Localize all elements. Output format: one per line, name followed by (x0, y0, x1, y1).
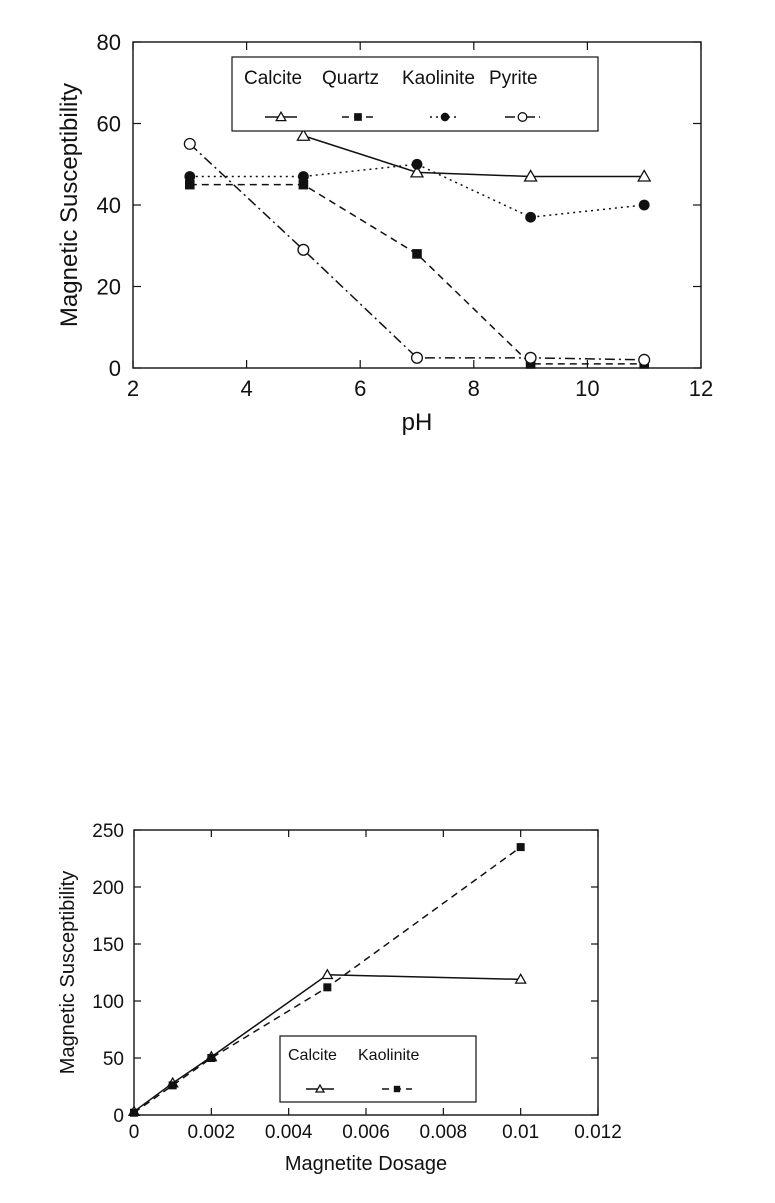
kaolinite-point (184, 171, 196, 182)
x-tick-label: 2 (127, 376, 139, 401)
series-pyrite (183, 137, 651, 366)
x-tick-label: 10 (575, 376, 599, 401)
x-tick-label: 0.008 (420, 1122, 468, 1143)
x-tick-label: 0.004 (265, 1122, 313, 1143)
x-tick-label: 0.006 (342, 1122, 390, 1143)
kaolinite-point (130, 1108, 138, 1117)
quartz-point (412, 249, 422, 259)
calcite-line (303, 135, 645, 178)
y-tick-label: 60 (97, 111, 121, 136)
x-tick-label: 0 (129, 1122, 140, 1143)
legend-marker-calcite (314, 1083, 326, 1093)
pyrite-point (297, 243, 310, 256)
x-tick-label: 12 (689, 376, 713, 401)
legend-label-kaolinite: Kaolinite (358, 1047, 419, 1064)
legend-label-calcite: Calcite (244, 68, 302, 89)
x-axis-label: Magnetite Dosage (285, 1153, 447, 1175)
legend-box (279, 1035, 477, 1103)
legend-marker-quartz (354, 113, 362, 121)
kaolinite-line (189, 163, 645, 218)
series-calcite (296, 128, 652, 182)
y-tick-label: 20 (97, 274, 121, 299)
y-axis-label: Magnetic Susceptibility (56, 83, 83, 327)
legend: Calcite Kaolinite (279, 1035, 477, 1103)
quartz-point (525, 359, 536, 369)
y-axis-label: Magnetic Susceptibility (57, 871, 79, 1074)
legend-label-pyrite: Pyrite (489, 68, 538, 89)
x-tick-label: 0.012 (574, 1122, 622, 1143)
quartz-line (189, 183, 645, 365)
x-tick-label: 4 (240, 376, 252, 401)
quartz-point (185, 179, 195, 190)
kaolinite-point (638, 199, 650, 211)
y-tick-label: 0 (113, 1106, 124, 1127)
calcite-point (296, 128, 311, 141)
chart-1: 2 4 6 8 10 12 0 20 40 60 80 pH Magnetic Susceptibili… (56, 30, 713, 436)
calcite-point (523, 169, 538, 182)
y-tick-label: 250 (92, 821, 124, 842)
pyrite-point (410, 351, 424, 364)
y-tick-label: 200 (92, 878, 124, 899)
kaolinite-point (411, 158, 423, 170)
kaolinite-point (168, 1081, 177, 1090)
y-tick-label: 80 (97, 30, 121, 55)
x-tick-label: 0.01 (502, 1122, 539, 1143)
kaolinite-point (323, 983, 332, 992)
calcite-point (321, 968, 334, 980)
y-tick-label: 50 (103, 1049, 124, 1070)
kaolinite-point (207, 1054, 216, 1062)
pyrite-point (638, 353, 651, 366)
calcite-point (637, 169, 652, 182)
kaolinite-point (298, 171, 309, 182)
calcite-point (514, 973, 527, 984)
series-kaolinite (130, 843, 525, 1117)
legend-label-calcite: Calcite (288, 1047, 337, 1064)
series-quartz (185, 179, 649, 369)
legend-label-kaolinite: Kaolinite (402, 68, 475, 89)
chart-2: 0 0.002 0.004 0.006 0.008 0.01 0.012 0 50 100 150 2… (57, 821, 622, 1175)
y-tick-label: 40 (97, 193, 121, 218)
legend-label-quartz: Quartz (322, 68, 379, 89)
pyrite-point (524, 351, 537, 364)
legend-box (231, 56, 599, 132)
x-tick-label: 0.002 (188, 1122, 236, 1143)
series-kaolinite (184, 158, 650, 223)
legend-marker-calcite (275, 110, 287, 122)
kaolinite-point (516, 843, 525, 852)
y-tick-label: 0 (109, 356, 121, 381)
x-tick-label: 6 (354, 376, 366, 401)
calcite-point (409, 165, 425, 178)
x-tick-label: 8 (468, 376, 480, 401)
pyrite-line (189, 143, 645, 361)
legend-marker-kaolinite (440, 112, 450, 122)
legend-marker-kaolinite (393, 1085, 401, 1093)
quartz-point (298, 179, 309, 190)
pyrite-point (183, 137, 196, 150)
y-tick-label: 150 (92, 935, 124, 956)
x-axis-label: pH (402, 409, 433, 436)
kaolinite-point (525, 211, 536, 223)
legend: Calcite Quartz Kaolinite Pyrite (231, 56, 599, 132)
y-tick-label: 100 (92, 992, 124, 1013)
legend-marker-pyrite (517, 112, 528, 122)
